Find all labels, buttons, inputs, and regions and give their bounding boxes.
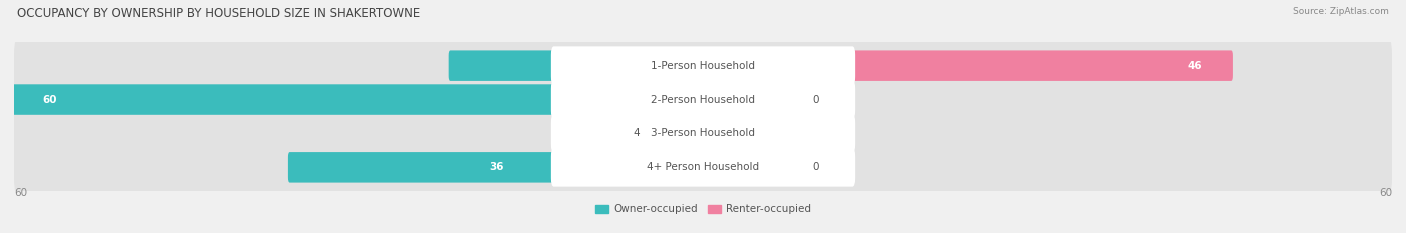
FancyBboxPatch shape <box>551 114 855 153</box>
FancyBboxPatch shape <box>14 37 1392 95</box>
Text: 2-Person Household: 2-Person Household <box>651 95 755 105</box>
FancyBboxPatch shape <box>551 46 855 85</box>
Text: Source: ZipAtlas.com: Source: ZipAtlas.com <box>1294 7 1389 16</box>
Text: 60: 60 <box>42 95 58 105</box>
FancyBboxPatch shape <box>14 104 1392 163</box>
Text: 46: 46 <box>1188 61 1202 71</box>
Text: 10: 10 <box>754 128 768 138</box>
FancyBboxPatch shape <box>14 70 1392 129</box>
FancyBboxPatch shape <box>288 152 704 183</box>
FancyBboxPatch shape <box>702 118 820 149</box>
Text: 4+ Person Household: 4+ Person Household <box>647 162 759 172</box>
Text: 60: 60 <box>1379 188 1392 198</box>
FancyBboxPatch shape <box>551 148 855 187</box>
FancyBboxPatch shape <box>702 50 1233 81</box>
Text: 60: 60 <box>14 188 27 198</box>
FancyBboxPatch shape <box>655 118 704 149</box>
FancyBboxPatch shape <box>449 50 704 81</box>
Text: 4: 4 <box>633 128 640 138</box>
Text: 0: 0 <box>813 95 818 105</box>
Text: 0: 0 <box>813 162 818 172</box>
FancyBboxPatch shape <box>14 138 1392 196</box>
FancyBboxPatch shape <box>551 80 855 119</box>
FancyBboxPatch shape <box>702 152 797 183</box>
FancyBboxPatch shape <box>13 84 704 115</box>
Text: 36: 36 <box>489 162 503 172</box>
Legend: Owner-occupied, Renter-occupied: Owner-occupied, Renter-occupied <box>591 200 815 219</box>
Text: OCCUPANCY BY OWNERSHIP BY HOUSEHOLD SIZE IN SHAKERTOWNE: OCCUPANCY BY OWNERSHIP BY HOUSEHOLD SIZE… <box>17 7 420 20</box>
Text: 22: 22 <box>569 61 583 71</box>
Text: 1-Person Household: 1-Person Household <box>651 61 755 71</box>
Text: 3-Person Household: 3-Person Household <box>651 128 755 138</box>
FancyBboxPatch shape <box>702 84 797 115</box>
